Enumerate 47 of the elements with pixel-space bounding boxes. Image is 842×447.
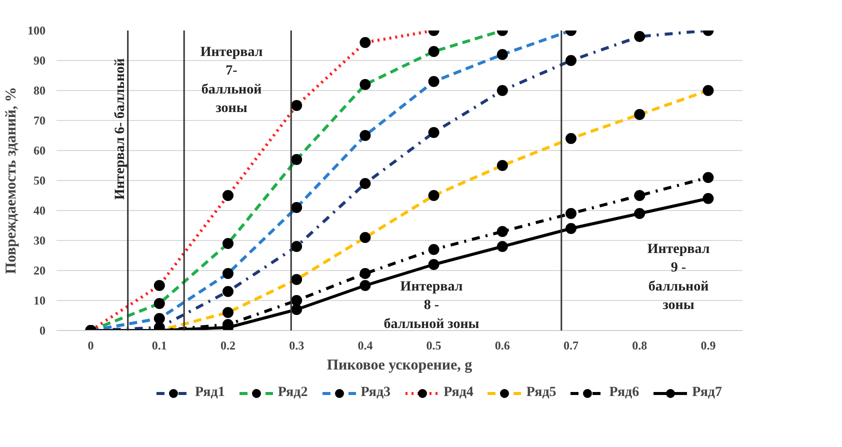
annotation: Интервал 9 - балльной зоны — [647, 242, 710, 314]
x-tick-label: 0.4 — [358, 338, 373, 352]
legend-label: Ряд2 — [278, 385, 308, 401]
x-tick-label: 0.2 — [220, 338, 236, 352]
y-tick-label: 30 — [34, 234, 46, 248]
point — [496, 241, 508, 252]
y-tick-label: 0 — [40, 324, 46, 338]
y-tick-label: 60 — [34, 144, 46, 158]
point — [428, 259, 440, 270]
legend-label: Ряд4 — [444, 385, 474, 401]
point — [496, 226, 508, 237]
x-axis-title: Пиковое ускорение, g — [326, 358, 473, 374]
x-tick-label: 0.7 — [564, 338, 578, 352]
point — [566, 223, 576, 234]
legend-label: Ряд3 — [360, 385, 391, 401]
point — [360, 268, 371, 279]
x-tick-label: 0.3 — [289, 338, 304, 352]
annotation: Интервал 6- балльной — [113, 58, 128, 200]
y-tick-label: 20 — [34, 264, 46, 278]
x-tick-label: 0.6 — [494, 338, 510, 352]
y-tick-label: 70 — [34, 114, 46, 128]
x-tick-label: 0.9 — [700, 338, 716, 352]
point — [360, 280, 371, 291]
point — [634, 190, 646, 201]
point — [702, 172, 714, 183]
point — [702, 193, 714, 204]
y-tick-label: 50 — [34, 174, 46, 188]
legend-label: Ряд5 — [526, 385, 556, 401]
point — [634, 208, 646, 219]
y-axis-title: Повреждаемость зданий, % — [4, 86, 20, 274]
legend-label: Ряд7 — [692, 385, 722, 401]
y-tick-label: 80 — [34, 84, 46, 98]
point — [291, 304, 302, 315]
x-tick-label: 0.8 — [632, 338, 648, 352]
annotation: Интервал 7- балльной зоны — [200, 44, 263, 116]
y-tick-label: 100 — [28, 24, 46, 38]
point — [428, 244, 440, 255]
x-tick-label: 0.5 — [426, 338, 442, 352]
y-tick-label: 10 — [34, 294, 46, 308]
x-tick-label: 0 — [88, 338, 94, 352]
legend-label: Ряд1 — [194, 385, 225, 401]
legend-label: Ряд6 — [609, 385, 640, 401]
y-tick-label: 90 — [34, 54, 46, 68]
y-tick-label: 40 — [34, 204, 46, 218]
point — [566, 208, 576, 219]
x-tick-label: 0.1 — [152, 338, 167, 352]
annotation: Интервал 8 - балльной зоны — [384, 279, 480, 332]
